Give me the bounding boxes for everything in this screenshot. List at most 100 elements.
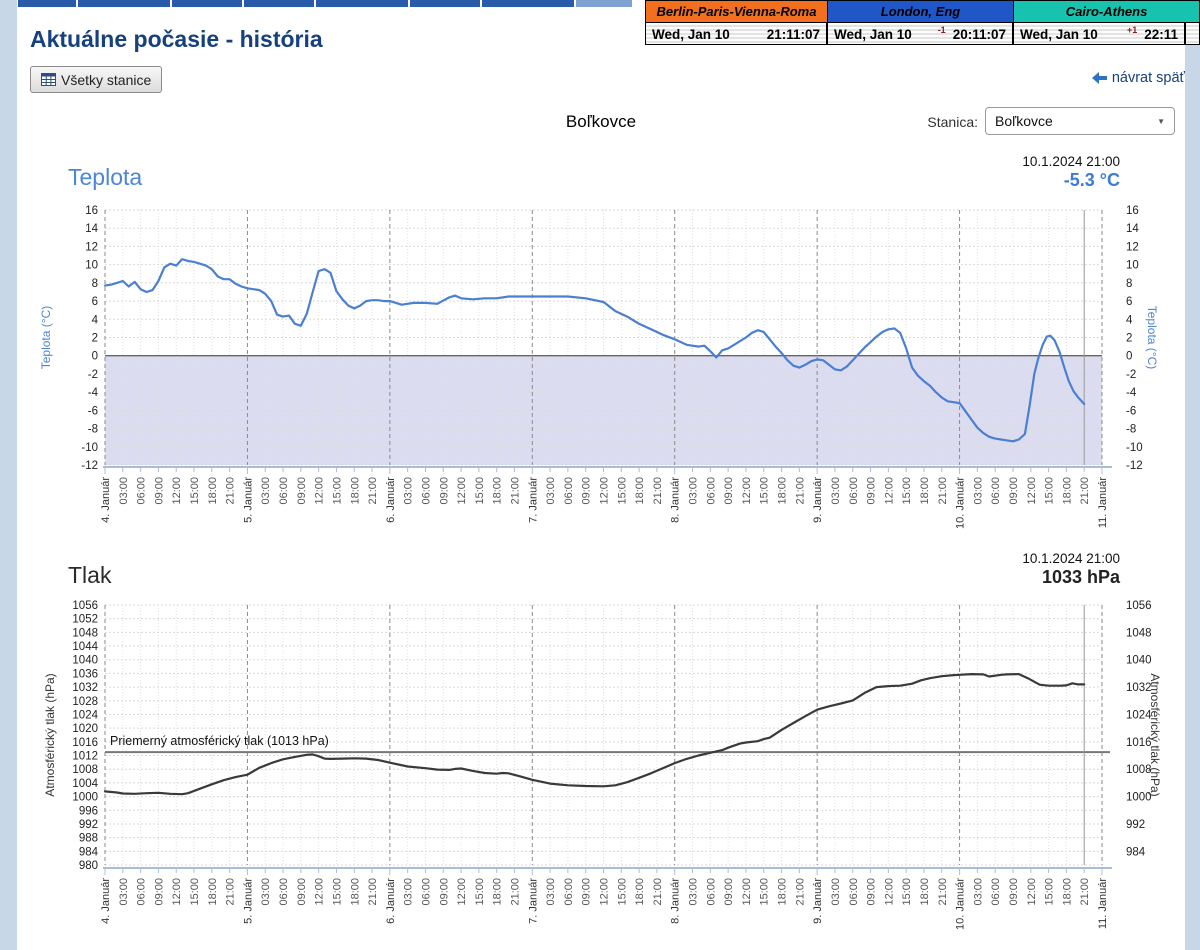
- svg-text:12:00: 12:00: [741, 878, 753, 906]
- svg-text:12:00: 12:00: [1026, 477, 1038, 505]
- nav-tab-active[interactable]: [576, 0, 632, 7]
- svg-text:6. Január: 6. Január: [385, 878, 397, 924]
- svg-text:-12: -12: [81, 460, 98, 472]
- svg-text:2: 2: [1126, 333, 1132, 345]
- svg-text:12: 12: [85, 241, 98, 253]
- nav-tab[interactable]: [78, 0, 170, 7]
- svg-text:09:00: 09:00: [153, 878, 165, 906]
- nav-tab[interactable]: [18, 0, 76, 7]
- svg-text:0: 0: [92, 351, 98, 363]
- svg-text:11. Január: 11. Január: [1097, 477, 1109, 529]
- svg-text:06:00: 06:00: [420, 477, 432, 505]
- svg-text:1044: 1044: [72, 641, 98, 653]
- back-link[interactable]: návrat späť: [1091, 70, 1185, 86]
- svg-text:21:00: 21:00: [1079, 477, 1091, 505]
- svg-text:15:00: 15:00: [331, 477, 343, 505]
- svg-text:1028: 1028: [72, 696, 98, 708]
- svg-text:996: 996: [79, 805, 98, 817]
- svg-text:09:00: 09:00: [1008, 878, 1020, 906]
- pressure-current-reading: 10.1.2024 21:00 1033 hPa: [1022, 550, 1120, 588]
- nav-tab[interactable]: [316, 0, 408, 7]
- svg-text:16: 16: [85, 205, 98, 217]
- svg-text:03:00: 03:00: [972, 878, 984, 906]
- svg-text:11. Január: 11. Január: [1097, 878, 1109, 930]
- svg-text:18:00: 18:00: [634, 477, 646, 505]
- svg-text:5. Január: 5. Január: [242, 878, 254, 924]
- svg-text:21:00: 21:00: [937, 878, 949, 906]
- svg-text:03:00: 03:00: [260, 477, 272, 505]
- svg-text:12:00: 12:00: [314, 878, 326, 906]
- svg-text:03:00: 03:00: [545, 477, 557, 505]
- svg-text:8: 8: [1126, 278, 1132, 290]
- svg-text:16: 16: [1126, 205, 1139, 217]
- chevron-down-icon: ▼: [1157, 116, 1165, 126]
- svg-text:992: 992: [79, 819, 98, 831]
- svg-text:18:00: 18:00: [349, 477, 361, 505]
- clock-time-berlin: Wed, Jan 10 21:11:07: [646, 23, 828, 44]
- clock-time: 21:11:07: [766, 26, 820, 42]
- back-link-label: návrat späť: [1111, 70, 1185, 86]
- nav-tab[interactable]: [172, 0, 242, 7]
- svg-text:15:00: 15:00: [1044, 878, 1056, 906]
- svg-text:03:00: 03:00: [403, 878, 415, 906]
- svg-text:21:00: 21:00: [937, 477, 949, 505]
- svg-text:21:00: 21:00: [652, 878, 664, 906]
- svg-text:21:00: 21:00: [509, 477, 521, 505]
- svg-text:06:00: 06:00: [136, 878, 148, 906]
- all-stations-button[interactable]: Všetky stanice: [30, 66, 163, 93]
- svg-text:18:00: 18:00: [777, 878, 789, 906]
- clock-city-london: London, Eng: [828, 1, 1014, 22]
- svg-text:1048: 1048: [72, 627, 98, 639]
- svg-text:09:00: 09:00: [866, 878, 878, 906]
- table-grid-icon: [41, 73, 56, 86]
- svg-text:09:00: 09:00: [296, 477, 308, 505]
- svg-text:1000: 1000: [1126, 792, 1152, 804]
- clock-time-london: Wed, Jan 10 -1 20:11:07: [828, 23, 1014, 44]
- svg-text:09:00: 09:00: [438, 878, 450, 906]
- svg-text:1040: 1040: [72, 655, 98, 667]
- svg-text:7. Január: 7. Január: [527, 477, 539, 523]
- top-nav: [18, 0, 632, 7]
- svg-text:21:00: 21:00: [652, 477, 664, 505]
- svg-text:Teplota (°C): Teplota (°C): [1145, 306, 1159, 370]
- svg-text:-8: -8: [1126, 424, 1136, 436]
- svg-text:09:00: 09:00: [723, 878, 735, 906]
- station-select[interactable]: Boľkovce ▼: [985, 107, 1175, 135]
- svg-text:12:00: 12:00: [314, 477, 326, 505]
- svg-text:09:00: 09:00: [581, 477, 593, 505]
- svg-text:-12: -12: [1126, 460, 1143, 472]
- svg-text:06:00: 06:00: [705, 878, 717, 906]
- svg-text:1036: 1036: [72, 668, 98, 680]
- svg-text:18:00: 18:00: [492, 878, 504, 906]
- nav-tab[interactable]: [410, 0, 480, 7]
- svg-text:21:00: 21:00: [509, 878, 521, 906]
- svg-text:15:00: 15:00: [616, 477, 628, 505]
- clock-date: Wed, Jan 10: [1020, 26, 1098, 42]
- svg-text:10. Január: 10. Január: [955, 878, 967, 930]
- nav-tab[interactable]: [482, 0, 574, 7]
- temperature-chart: -12 -10 -8 -6 -4 -2 0 2 4 6 8 10 12 14 16 16 14 12 10 8 6 4 2 0…: [39, 205, 1159, 529]
- clock-time-cairo: Wed, Jan 10 +1 22:11: [1014, 23, 1186, 44]
- pressure-value: 1033 hPa: [1041, 567, 1120, 587]
- svg-text:03:00: 03:00: [688, 477, 700, 505]
- svg-text:1000: 1000: [72, 792, 98, 804]
- svg-text:09:00: 09:00: [723, 477, 735, 505]
- svg-text:14: 14: [85, 223, 98, 235]
- svg-text:21:00: 21:00: [225, 477, 237, 505]
- nav-tab[interactable]: [244, 0, 314, 7]
- svg-text:8: 8: [92, 278, 98, 290]
- svg-text:15:00: 15:00: [331, 878, 343, 906]
- svg-text:15:00: 15:00: [474, 878, 486, 906]
- svg-text:6: 6: [92, 296, 98, 308]
- svg-text:15:00: 15:00: [1044, 477, 1056, 505]
- station-select-value: Boľkovce: [995, 113, 1053, 129]
- svg-text:12:00: 12:00: [456, 878, 468, 906]
- temperature-value: -5.3 °C: [1063, 170, 1120, 190]
- svg-text:988: 988: [79, 833, 98, 845]
- svg-text:03:00: 03:00: [118, 878, 130, 906]
- svg-text:03:00: 03:00: [830, 878, 842, 906]
- svg-text:-6: -6: [88, 405, 98, 417]
- svg-text:980: 980: [79, 860, 98, 872]
- svg-text:06:00: 06:00: [420, 878, 432, 906]
- svg-text:-4: -4: [1126, 387, 1137, 399]
